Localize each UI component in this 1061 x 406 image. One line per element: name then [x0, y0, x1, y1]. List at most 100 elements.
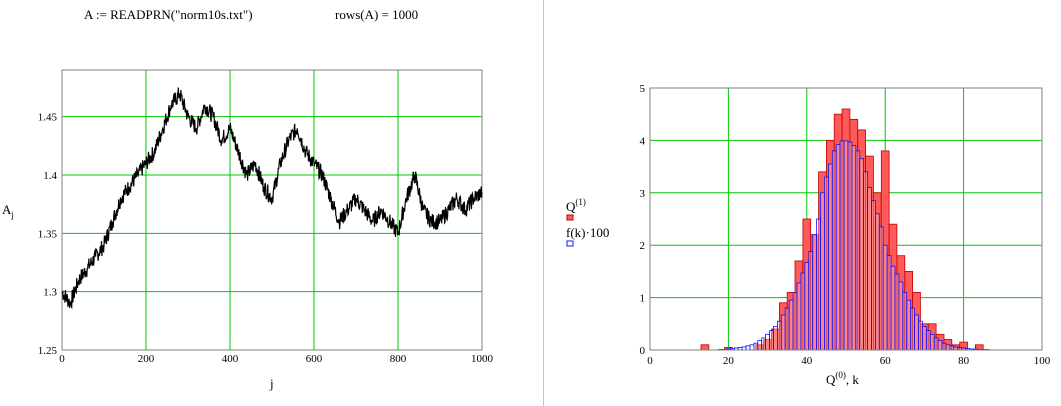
bar-fk: [894, 273, 900, 351]
bar-fk: [745, 345, 751, 351]
bar-fk: [867, 187, 872, 351]
bar-fk: [749, 344, 755, 351]
bar-fk: [918, 320, 923, 351]
bar-fk: [878, 226, 884, 351]
bar-fk: [922, 325, 927, 351]
bar-fk: [914, 314, 919, 351]
line-chart-frame: [61, 69, 483, 351]
y-tick-label: 2: [640, 240, 646, 252]
bar-fk: [808, 251, 814, 351]
histogram-yticks: 0 1 2 3 4 5: [640, 83, 646, 357]
bar-fk: [792, 291, 798, 351]
readprn-formula[interactable]: A := READPRN("norm10s.txt"): [84, 7, 253, 22]
y-tick-label: 1: [640, 293, 646, 305]
rows-result[interactable]: rows(A) = 1000: [335, 7, 419, 22]
line-chart-ylabel-sub: j: [10, 210, 14, 220]
region-divider: [543, 0, 544, 406]
x-tick-label: 80: [958, 355, 970, 367]
bar-fk: [828, 163, 833, 351]
bar-fk: [780, 314, 786, 351]
bar-fk: [804, 262, 810, 351]
bar-fk: [761, 337, 767, 351]
bar-fk: [933, 337, 939, 351]
histogram-xlabel-main: Q: [826, 372, 836, 387]
y-tick-label: 5: [640, 83, 646, 95]
bar-fk: [855, 150, 861, 351]
bar-fk: [871, 200, 876, 351]
bar-fk: [773, 325, 778, 351]
bar-q1: [700, 344, 710, 351]
legend-q1-sup: (1): [575, 197, 586, 207]
bar-fk: [898, 281, 904, 351]
bar-fk: [906, 299, 912, 351]
line-chart-xlabel: j: [269, 376, 274, 391]
bar-fk: [777, 320, 782, 351]
bar-fk: [757, 340, 763, 351]
bar-fk: [902, 291, 908, 351]
x-tick-label: 0: [59, 353, 65, 365]
y-tick-label: 1.3: [43, 287, 57, 299]
bar-fk: [788, 299, 794, 351]
x-tick-label: 400: [222, 353, 239, 365]
line-chart-yticks: 1.25 1.3 1.35 1.4 1.45: [38, 112, 58, 357]
bar-fk: [765, 333, 770, 351]
bar-fk: [831, 150, 837, 351]
x-tick-label: 800: [390, 353, 407, 365]
x-tick-label: 0: [647, 355, 653, 367]
y-tick-label: 1.35: [38, 228, 58, 240]
x-tick-label: 20: [723, 355, 735, 367]
bar-fk: [812, 234, 818, 351]
bar-fk: [886, 255, 892, 351]
bar-fk: [851, 145, 857, 351]
legend-fk-swatch: [566, 240, 574, 247]
histogram-series-q1: [700, 108, 984, 351]
bar-fk: [835, 144, 841, 351]
bar-fk: [863, 171, 868, 351]
histogram-xlabel-sup: (0): [835, 370, 846, 380]
bar-fk: [839, 140, 845, 351]
x-tick-label: 100: [1034, 355, 1051, 367]
bar-fk: [784, 307, 790, 351]
bar-fk: [910, 307, 916, 351]
y-tick-label: 4: [640, 135, 646, 147]
histogram-legend: Q(1) f(k)·100: [566, 197, 609, 247]
bar-fk: [769, 330, 774, 351]
bar-fk: [800, 272, 806, 351]
y-tick-label: 3: [640, 188, 646, 200]
y-tick-label: 1.25: [38, 345, 58, 357]
bar-fk: [847, 141, 853, 351]
y-tick-label: 0: [640, 345, 646, 357]
legend-q1-label: Q(1): [566, 197, 586, 214]
x-tick-label: 60: [880, 355, 892, 367]
x-tick-label: 200: [138, 353, 155, 365]
bar-fk: [859, 158, 865, 351]
y-tick-label: 1.4: [43, 170, 57, 182]
x-tick-label: 40: [801, 355, 813, 367]
line-chart[interactable]: 0 200 400 600 800 1000 1.25 1.3 1.35 1.4 1.45 j A…: [2, 69, 494, 391]
histogram-xticks: 0 20 40 60 80 100: [647, 355, 1051, 367]
x-tick-label: 600: [306, 353, 323, 365]
y-tick-label: 1.45: [38, 112, 58, 124]
bar-fk: [926, 330, 931, 351]
bar-fk: [843, 140, 849, 351]
bar-fk: [945, 344, 951, 351]
histogram-xlabel: Q(0), k: [826, 370, 859, 387]
bar-fk: [875, 213, 880, 351]
bar-fk: [890, 265, 896, 351]
legend-q1-swatch: [566, 214, 574, 221]
bar-fk: [929, 333, 935, 351]
line-chart-ylabel: Aj: [2, 202, 14, 220]
bar-fk: [820, 192, 825, 351]
bar-fk: [753, 342, 759, 351]
line-chart-xticks: 0 200 400 600 800 1000: [59, 353, 493, 365]
legend-fk-label: f(k)·100: [566, 225, 609, 240]
line-chart-ylabel-main: A: [2, 202, 12, 217]
bar-fk: [882, 244, 888, 351]
bar-fk: [937, 340, 943, 351]
bar-fk: [796, 282, 802, 351]
bar-fk: [816, 218, 821, 351]
bar-fk: [949, 345, 955, 351]
x-tick-label: 1000: [471, 353, 494, 365]
